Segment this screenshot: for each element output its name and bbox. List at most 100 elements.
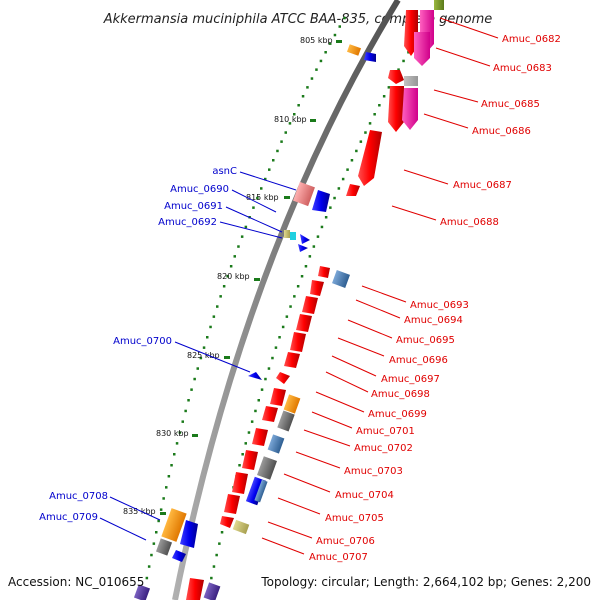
- gene-arrow-amuc-0691[interactable]: [300, 234, 310, 244]
- gene-block-amuc-0693[interactable]: [332, 270, 350, 288]
- kbp-tick-mark: [284, 196, 290, 199]
- gc-dot: [219, 295, 222, 298]
- leader-line: [239, 171, 297, 191]
- gene-arrow-amuc-0699[interactable]: [270, 388, 286, 406]
- gene-arrow-amuc-0704[interactable]: [232, 472, 248, 494]
- gene-label-amuc-0704[interactable]: Amuc_0704: [335, 490, 394, 501]
- leader-line: [225, 206, 283, 233]
- gc-dot: [308, 255, 312, 258]
- gene-label-amuc-0708[interactable]: Amuc_0708: [49, 491, 108, 502]
- gene-label-amuc-0694[interactable]: Amuc_0694: [404, 315, 463, 326]
- gene-label-amuc-0707[interactable]: Amuc_0707: [309, 552, 368, 563]
- gene-label-asnC[interactable]: asnC: [212, 166, 237, 177]
- gene-arrow-amuc-0709[interactable]: [172, 550, 186, 562]
- gene-block-amuc-0701[interactable]: [277, 410, 295, 432]
- gene-label-amuc-0700[interactable]: Amuc_0700: [113, 336, 172, 347]
- leader-line: [219, 221, 283, 239]
- gc-dot: [368, 122, 372, 125]
- gene-arrow-amuc-0685[interactable]: [388, 86, 404, 132]
- gene-block-bottom-purple[interactable]: [203, 582, 221, 600]
- kbp-label: 815 kbp: [246, 193, 279, 202]
- gene-arrow-amuc-0690[interactable]: [312, 190, 330, 212]
- gc-dot: [193, 377, 196, 381]
- leader-line: [303, 429, 351, 447]
- gc-dot: [244, 225, 248, 229]
- gene-block-bottom-left[interactable]: [133, 584, 151, 600]
- gene-label-amuc-0705[interactable]: Amuc_0705: [325, 513, 384, 524]
- gene-arrow-amuc-0696[interactable]: [296, 314, 312, 332]
- gene-label-amuc-0706[interactable]: Amuc_0706: [316, 536, 375, 547]
- gc-dot: [315, 68, 318, 71]
- gene-arrow-amuc-0693a[interactable]: [318, 266, 330, 278]
- gene-block-grey-top[interactable]: [404, 76, 418, 86]
- gene-label-amuc-0695[interactable]: Amuc_0695: [396, 335, 455, 346]
- gene-block-amuc-0704b[interactable]: [254, 479, 268, 503]
- gene-label-amuc-0703[interactable]: Amuc_0703: [344, 466, 403, 477]
- gene-label-amuc-0701[interactable]: Amuc_0701: [356, 426, 415, 437]
- gene-label-amuc-0702[interactable]: Amuc_0702: [354, 443, 413, 454]
- gene-label-amuc-0697[interactable]: Amuc_0697: [381, 374, 440, 385]
- gene-label-amuc-0686[interactable]: Amuc_0686: [472, 126, 531, 137]
- gene-block-amuc-0708[interactable]: [161, 508, 187, 542]
- gene-label-amuc-0687[interactable]: Amuc_0687: [453, 180, 512, 191]
- gene-arrow-amuc-0694[interactable]: [310, 280, 324, 296]
- gene-label-amuc-0685[interactable]: Amuc_0685: [481, 99, 540, 110]
- gene-arrow-amuc-0706[interactable]: [220, 516, 234, 528]
- gene-label-amuc-0690[interactable]: Amuc_0690: [170, 184, 229, 195]
- gene-block-amuc-0703[interactable]: [257, 456, 277, 480]
- gc-dot: [199, 356, 203, 360]
- gene-arrow-amuc-0686[interactable]: [402, 88, 418, 130]
- gene-label-amuc-0693[interactable]: Amuc_0693: [410, 300, 469, 311]
- gene-arrow-amuc-0697[interactable]: [290, 332, 306, 352]
- gene-block-amuc-0709[interactable]: [155, 538, 173, 556]
- gene-arrow-amuc-0698b[interactable]: [276, 372, 290, 384]
- gene-label-amuc-0696[interactable]: Amuc_0696: [389, 355, 448, 366]
- gene-arrow-amuc-0695[interactable]: [302, 296, 318, 314]
- gc-dot: [382, 95, 386, 98]
- gene-label-amuc-0709[interactable]: Amuc_0709: [39, 512, 98, 523]
- gene-label-amuc-0691[interactable]: Amuc_0691: [164, 201, 223, 212]
- gene-arrow-amuc-0688[interactable]: [346, 184, 360, 196]
- gene-block-orange-top[interactable]: [346, 44, 362, 56]
- gene-arrow-blue-top[interactable]: [364, 52, 376, 62]
- gene-label-amuc-0699[interactable]: Amuc_0699: [368, 409, 427, 420]
- gene-block-amuc-0699[interactable]: [283, 394, 301, 414]
- gene-label-amuc-0682[interactable]: Amuc_0682: [502, 34, 561, 45]
- gc-dot: [333, 196, 336, 200]
- gene-block-amuc-0706[interactable]: [232, 519, 250, 535]
- gene-arrow-amuc-0700[interactable]: [248, 372, 262, 380]
- gene-arrow-bottom-1[interactable]: [186, 578, 204, 600]
- leader-line: [347, 319, 393, 339]
- gc-dot: [238, 464, 241, 467]
- gc-dot: [293, 113, 296, 116]
- gene-label-amuc-0692[interactable]: Amuc_0692: [158, 217, 217, 228]
- gc-dot: [341, 177, 345, 181]
- gene-arrow-amuc-0692[interactable]: [298, 244, 308, 252]
- gene-arrow-amuc-0702[interactable]: [252, 428, 268, 446]
- gc-dot: [202, 346, 206, 349]
- gene-arrow-amuc-0701[interactable]: [262, 406, 278, 422]
- gc-dot: [324, 216, 328, 219]
- gene-label-amuc-0683[interactable]: Amuc_0683: [493, 63, 552, 74]
- gene-arrow-amuc-0683[interactable]: [414, 32, 430, 66]
- gene-arrow-amuc-0705[interactable]: [224, 494, 240, 514]
- gene-block-olive[interactable]: [434, 0, 444, 10]
- gene-block-asnC[interactable]: [293, 181, 315, 207]
- gene-arrow-amuc-0687[interactable]: [358, 130, 382, 186]
- gene-arrow-amuc-0703[interactable]: [242, 450, 258, 470]
- gc-dot: [310, 77, 314, 80]
- gc-dot: [346, 168, 349, 171]
- kbp-tick-mark: [310, 119, 316, 122]
- gc-dot: [196, 367, 199, 370]
- gene-label-amuc-0698[interactable]: Amuc_0698: [371, 389, 430, 400]
- gene-arrow-amuc-0698[interactable]: [284, 352, 300, 368]
- gc-dot: [260, 388, 264, 391]
- gene-block-amuc-0702[interactable]: [267, 434, 285, 454]
- gene-arrow-amuc-0684[interactable]: [388, 70, 404, 84]
- gene-block-amuc-0692a[interactable]: [284, 230, 290, 238]
- gene-arrow-amuc-0708[interactable]: [180, 520, 198, 548]
- gene-block-amuc-0692b[interactable]: [290, 232, 296, 240]
- kbp-label: 805 kbp: [300, 36, 333, 45]
- gene-label-amuc-0688[interactable]: Amuc_0688: [440, 217, 499, 228]
